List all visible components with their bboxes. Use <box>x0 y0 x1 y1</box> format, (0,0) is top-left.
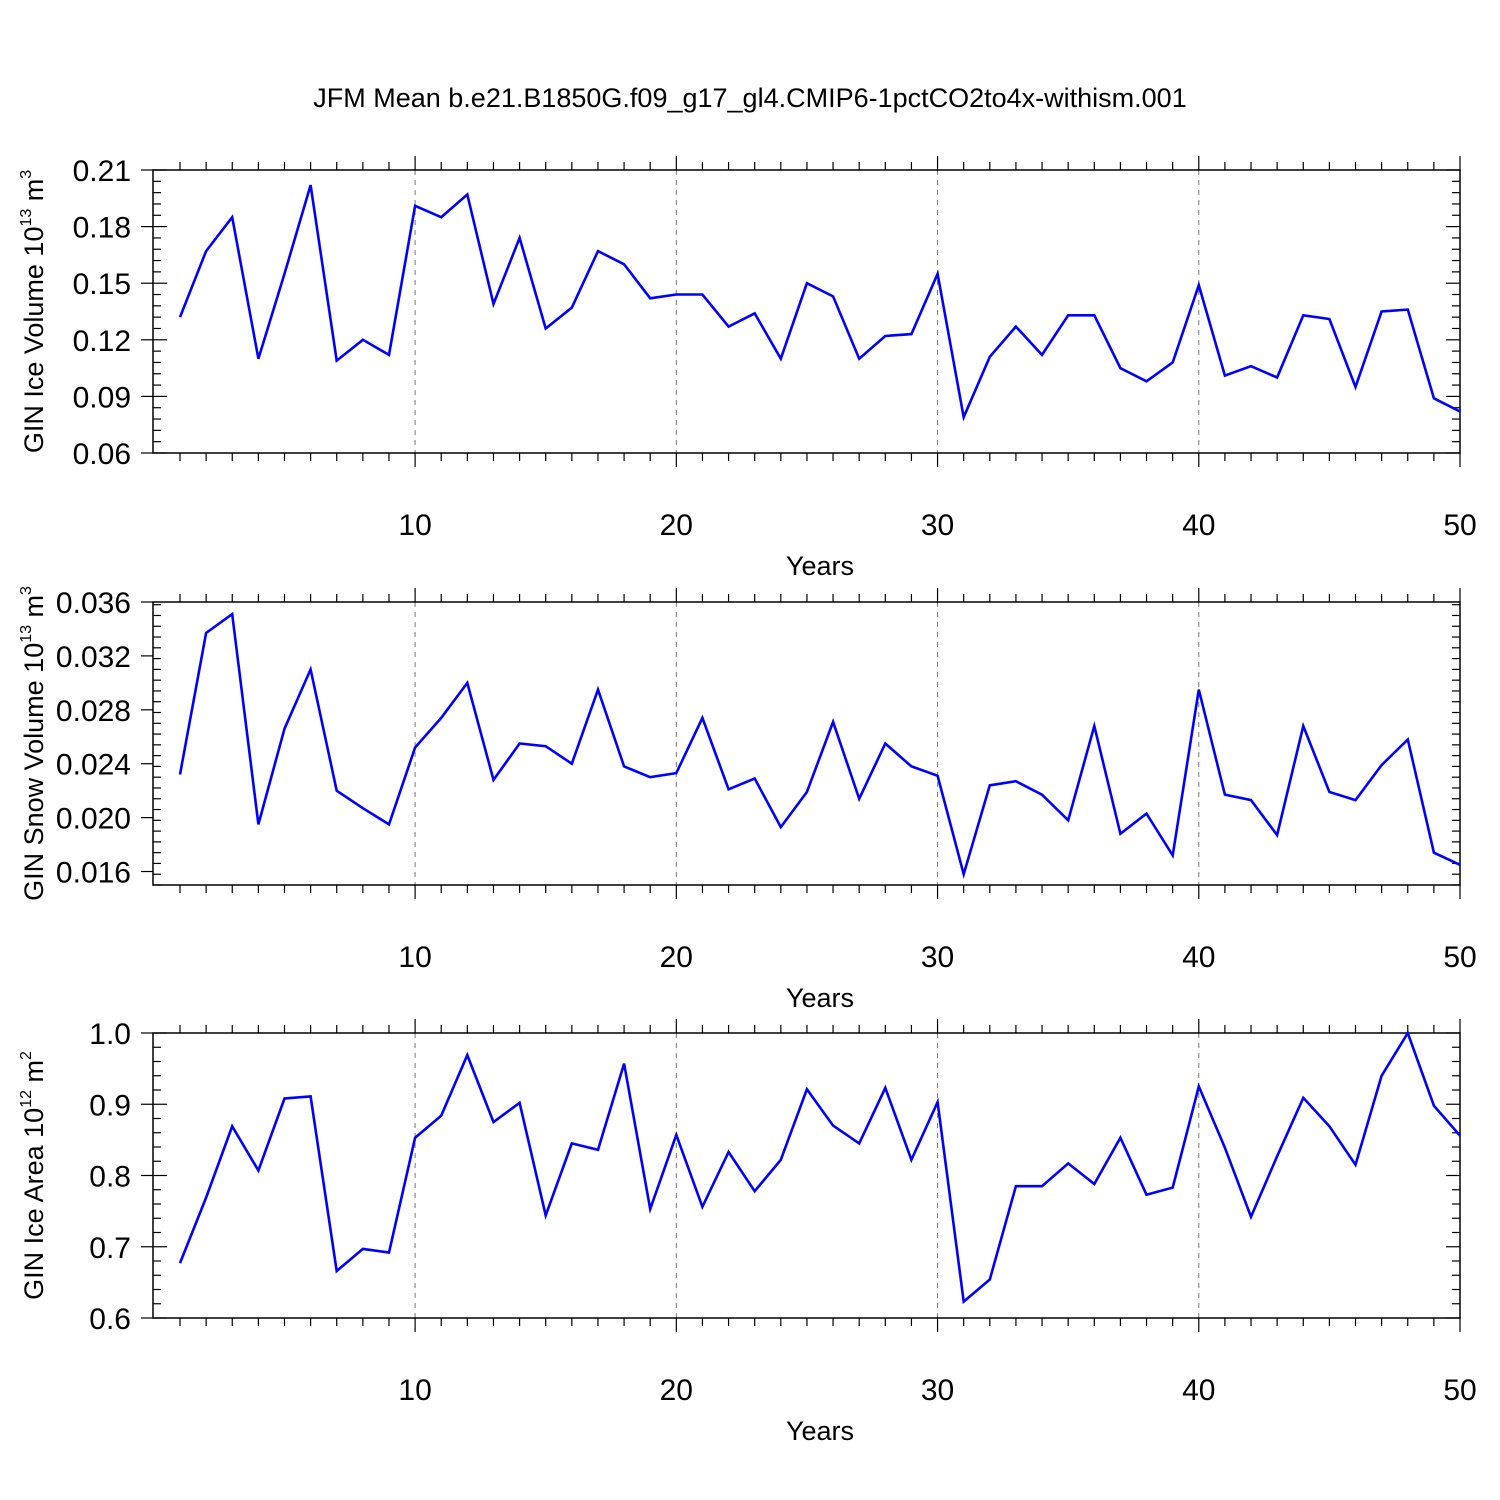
x-tick-label: 50 <box>1443 941 1476 974</box>
panel-2: 0.016 0.020 0.024 0.028 0.032 0.036 10 20 30 40 50… <box>18 586 1477 1013</box>
x-axis-label: Years <box>786 1416 854 1446</box>
y-tick-label: 0.18 <box>73 212 131 245</box>
y-tick-label: 0.032 <box>56 641 131 674</box>
y-tick-label: 0.15 <box>73 268 131 301</box>
x-tick-label: 10 <box>398 1374 431 1407</box>
y-tick-label: 0.7 <box>89 1232 131 1265</box>
x-tick-label: 30 <box>921 509 954 542</box>
panel-1: 0.06 0.09 0.12 0.15 0.18 0.21 10 20 30 40 50 Years G… <box>18 155 1477 581</box>
x-tick-label: 20 <box>660 509 693 542</box>
y-tick-label: 0.09 <box>73 381 131 414</box>
x-tick-label: 30 <box>921 941 954 974</box>
series-line <box>178 184 1461 422</box>
panel-3: 0.6 0.7 0.8 0.9 1.0 10 20 30 40 50 Years GIN Ice Ar… <box>18 1018 1477 1446</box>
x-tick-label: 20 <box>660 1374 693 1407</box>
y-tick-label: 0.024 <box>56 749 131 782</box>
x-tick-label: 20 <box>660 941 693 974</box>
x-axis-label: Years <box>786 983 854 1013</box>
y-tick-label: 0.06 <box>73 438 131 471</box>
y-tick-label: 0.12 <box>73 325 131 358</box>
x-tick-label: 10 <box>398 509 431 542</box>
y-tick-label: 0.016 <box>56 857 131 890</box>
x-tick-label: 40 <box>1182 941 1215 974</box>
panels: 0.06 0.09 0.12 0.15 0.18 0.21 10 20 30 40 50 Years G… <box>18 155 1477 1446</box>
y-axis-label: GIN Ice Area 1012 m2 <box>18 1051 49 1300</box>
x-tick-label: 50 <box>1443 1374 1476 1407</box>
series-line <box>178 611 1461 880</box>
x-tick-label: 10 <box>398 941 431 974</box>
y-tick-label: 1.0 <box>89 1018 131 1051</box>
y-tick-label: 0.036 <box>56 587 131 620</box>
x-tick-label: 40 <box>1182 1374 1215 1407</box>
series-line <box>178 1030 1461 1305</box>
x-tick-label: 40 <box>1182 509 1215 542</box>
y-tick-label: 0.020 <box>56 803 131 836</box>
y-tick-label: 0.028 <box>56 695 131 728</box>
x-axis-label: Years <box>786 551 854 581</box>
y-axis-label: GIN Ice Volume 1013 m3 <box>18 170 49 453</box>
chart-title: JFM Mean b.e21.B1850G.f09_g17_gl4.CMIP6-… <box>313 83 1186 113</box>
y-tick-label: 0.9 <box>89 1089 131 1122</box>
x-tick-label: 30 <box>921 1374 954 1407</box>
y-axis-label: GIN Snow Volume 1013 m3 <box>18 586 49 901</box>
x-tick-label: 50 <box>1443 509 1476 542</box>
y-tick-label: 0.6 <box>89 1303 131 1336</box>
y-tick-label: 0.21 <box>73 155 131 188</box>
y-tick-label: 0.8 <box>89 1161 131 1194</box>
